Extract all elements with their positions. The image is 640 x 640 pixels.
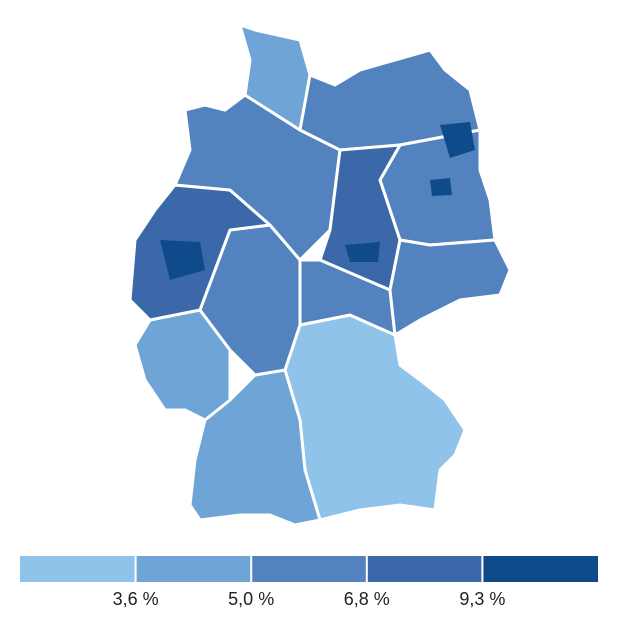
region xyxy=(388,238,512,337)
region xyxy=(188,368,322,527)
region xyxy=(440,122,475,158)
legend-label: 3,6 % xyxy=(113,589,159,609)
legend-swatch xyxy=(252,556,366,582)
legend-label: 9,3 % xyxy=(459,589,505,609)
region xyxy=(430,178,452,196)
legend-label: 5,0 % xyxy=(228,589,274,609)
region xyxy=(160,240,205,280)
region xyxy=(133,308,232,422)
legend-swatch xyxy=(136,556,251,582)
legend: 3,6 % 5,0 % 6,8 % 9,3 % xyxy=(20,556,598,609)
region xyxy=(345,242,380,262)
legend-swatch xyxy=(20,556,135,582)
germany-map xyxy=(128,23,512,527)
legend-swatch xyxy=(367,556,482,582)
region xyxy=(238,23,312,132)
legend-swatch xyxy=(483,556,598,582)
region xyxy=(298,48,482,152)
legend-label: 6,8 % xyxy=(344,589,390,609)
